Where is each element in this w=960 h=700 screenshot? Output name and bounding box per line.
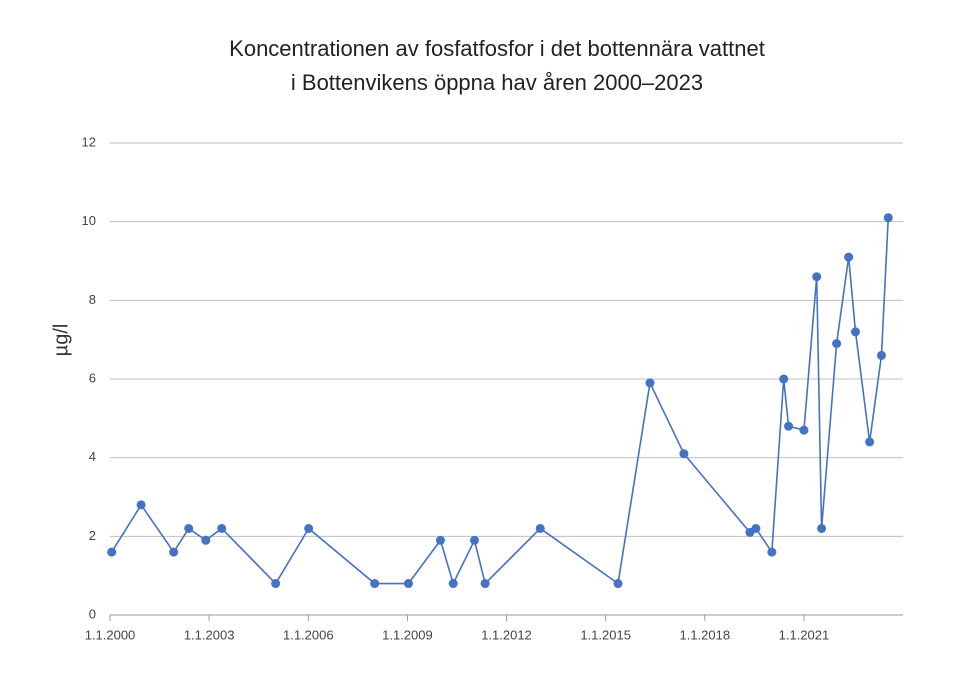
x-tick-label: 1.1.2012: [481, 627, 532, 642]
data-point: [613, 579, 623, 589]
chart-title: Koncentrationen av fosfatfosfor i det bo…: [229, 36, 765, 61]
data-point: [751, 523, 761, 533]
data-point: [779, 374, 789, 384]
y-axis-label: µg/l: [50, 324, 72, 357]
data-point: [799, 425, 809, 435]
data-point: [817, 523, 827, 533]
data-point: [435, 535, 445, 545]
x-tick-label: 1.1.2000: [85, 627, 136, 642]
data-point: [865, 437, 875, 447]
data-point: [784, 421, 794, 431]
data-point: [883, 213, 893, 223]
x-tick-label: 1.1.2003: [184, 627, 235, 642]
data-point: [645, 378, 655, 388]
data-point: [217, 523, 227, 533]
data-point: [844, 252, 854, 262]
data-point: [370, 579, 380, 589]
x-tick-label: 1.1.2018: [679, 627, 730, 642]
data-point: [201, 535, 211, 545]
y-tick-label: 10: [82, 213, 96, 228]
data-point: [136, 500, 146, 510]
data-point: [271, 579, 281, 589]
data-point: [812, 272, 822, 282]
data-point: [469, 535, 479, 545]
y-tick-label: 8: [89, 292, 96, 307]
data-point: [679, 449, 689, 459]
data-point: [107, 547, 117, 557]
data-point: [169, 547, 179, 557]
data-line: [111, 217, 890, 586]
y-tick-label: 6: [89, 370, 96, 385]
y-tick-label: 2: [89, 528, 96, 543]
x-tick-label: 1.1.2006: [283, 627, 334, 642]
data-point: [403, 579, 413, 589]
data-point: [876, 350, 886, 360]
data-point: [480, 579, 490, 589]
data-point: [304, 523, 314, 533]
data-point: [535, 523, 545, 533]
data-point: [448, 579, 458, 589]
data-point: [767, 547, 777, 557]
x-tick-label: 1.1.2009: [382, 627, 433, 642]
x-tick-label: 1.1.2021: [779, 627, 830, 642]
chart-title: i Bottenvikens öppna hav åren 2000–2023: [291, 70, 703, 95]
data-point: [184, 523, 194, 533]
data-point: [851, 327, 861, 337]
x-tick-label: 1.1.2015: [580, 627, 631, 642]
y-tick-label: 0: [89, 606, 96, 621]
y-tick-label: 12: [82, 134, 96, 149]
data-point: [832, 339, 842, 349]
y-tick-label: 4: [89, 449, 96, 464]
